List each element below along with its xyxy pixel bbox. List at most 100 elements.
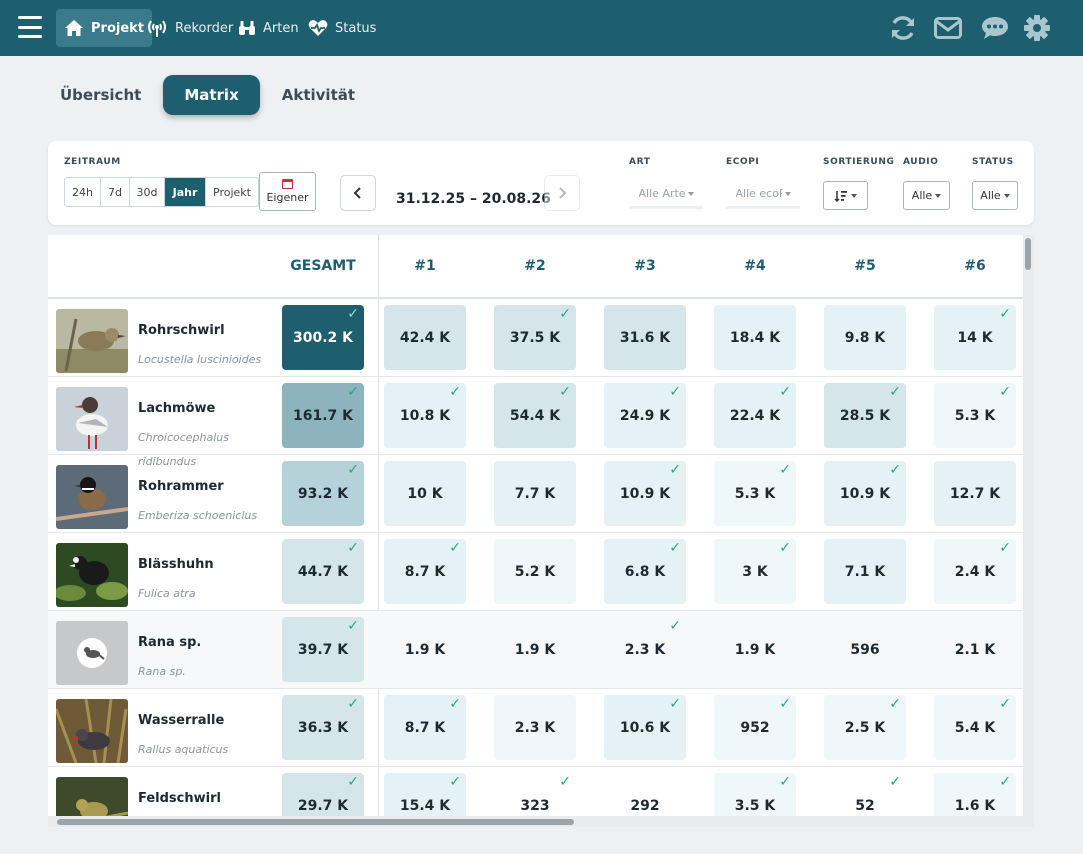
species-name[interactable]: Blässhuhn	[138, 557, 214, 572]
custom-range-button[interactable]: Eigener	[259, 172, 316, 211]
species-name[interactable]: Rana sp.	[138, 635, 202, 650]
species-thumbnail[interactable]	[56, 699, 128, 763]
audio-dropdown[interactable]: Alle	[903, 181, 950, 210]
species-thumbnail[interactable]	[56, 387, 128, 451]
caret-down-icon	[784, 191, 791, 196]
range-projekt-button[interactable]: Projekt	[213, 185, 251, 199]
total-cell[interactable]: 300.2 K ✓	[282, 305, 364, 370]
matrix-cell[interactable]: 5.2 K	[494, 539, 576, 604]
total-cell[interactable]: 39.7 K ✓	[282, 617, 364, 682]
horizontal-scrollbar-thumb[interactable]	[57, 819, 574, 825]
species-name[interactable]: Feldschwirl	[138, 791, 221, 806]
species-name[interactable]: Wasserralle	[138, 713, 225, 728]
matrix-cell[interactable]: 14 K ✓	[934, 305, 1016, 370]
matrix-cell[interactable]: 12.7 K	[934, 461, 1016, 526]
column-header-4[interactable]: #4	[744, 258, 766, 274]
matrix-cell[interactable]: 10 K	[384, 461, 466, 526]
matrix-cell[interactable]: 24.9 K ✓	[604, 383, 686, 448]
cell-value: 952	[740, 719, 770, 736]
matrix-cell[interactable]: 292	[604, 773, 686, 827]
cell-value: 3 K	[742, 563, 768, 580]
next-period-button[interactable]	[544, 175, 580, 211]
sort-dropdown[interactable]	[823, 181, 868, 210]
column-header-2[interactable]: #2	[524, 258, 546, 274]
column-header-6[interactable]: #6	[964, 258, 986, 274]
matrix-cell[interactable]: 952 ✓	[714, 695, 796, 760]
matrix-cell[interactable]: 1.9 K	[384, 617, 466, 682]
matrix-cell[interactable]: 10.9 K ✓	[824, 461, 906, 526]
matrix-cell[interactable]: 8.7 K ✓	[384, 695, 466, 760]
range-24h-button[interactable]: 24h	[65, 178, 101, 206]
species-thumbnail[interactable]	[56, 621, 128, 685]
gear-icon[interactable]	[1022, 13, 1052, 43]
matrix-cell[interactable]: 52 ✓	[824, 773, 906, 827]
gesamt-column-header[interactable]: GESAMT	[290, 258, 356, 274]
matrix-cell[interactable]: 54.4 K ✓	[494, 383, 576, 448]
matrix-cell[interactable]: 10.9 K ✓	[604, 461, 686, 526]
matrix-cell[interactable]: 2.3 K ✓	[604, 617, 686, 682]
total-cell[interactable]: 36.3 K ✓	[282, 695, 364, 760]
matrix-cell[interactable]: 22.4 K ✓	[714, 383, 796, 448]
species-name[interactable]: Rohrammer	[138, 479, 224, 494]
species-name[interactable]: Lachmöwe	[138, 401, 216, 416]
matrix-cell[interactable]: 10.6 K ✓	[604, 695, 686, 760]
matrix-cell[interactable]: 5.4 K ✓	[934, 695, 1016, 760]
matrix-cell[interactable]: 42.4 K	[384, 305, 466, 370]
mail-icon[interactable]	[933, 13, 963, 43]
matrix-cell[interactable]: 5.3 K ✓	[714, 461, 796, 526]
tab-aktivitaet[interactable]: Aktivität	[281, 86, 356, 104]
cell-value: 5.2 K	[514, 563, 556, 580]
range-30d-button[interactable]: 30d	[130, 178, 165, 206]
nav-projekt[interactable]: Projekt	[56, 9, 153, 47]
tab-uebersicht[interactable]: Übersicht	[60, 86, 142, 104]
matrix-cell[interactable]: 31.6 K	[604, 305, 686, 370]
total-cell[interactable]: 93.2 K ✓	[282, 461, 364, 526]
chat-icon[interactable]	[980, 13, 1010, 43]
species-thumbnail[interactable]	[56, 309, 128, 373]
matrix-cell[interactable]: 28.5 K ✓	[824, 383, 906, 448]
nav-arten[interactable]: Arten	[230, 9, 307, 47]
horizontal-scrollbar[interactable]	[48, 816, 1034, 827]
matrix-cell[interactable]: 3 K ✓	[714, 539, 796, 604]
matrix-cell[interactable]: 2.5 K ✓	[824, 695, 906, 760]
nav-rekorder[interactable]: Rekorder	[138, 9, 241, 47]
vertical-scrollbar-thumb[interactable]	[1025, 238, 1031, 270]
column-header-3[interactable]: #3	[634, 258, 656, 274]
matrix-cell[interactable]: 7.7 K	[494, 461, 576, 526]
sort-icon	[834, 190, 847, 202]
matrix-cell[interactable]: 37.5 K ✓	[494, 305, 576, 370]
status-dropdown[interactable]: Alle	[972, 181, 1018, 210]
matrix-cell[interactable]: 1.9 K	[494, 617, 576, 682]
refresh-icon[interactable]	[888, 13, 918, 43]
species-thumbnail[interactable]	[56, 543, 128, 607]
tab-matrix[interactable]: Matrix	[163, 75, 260, 115]
vertical-scrollbar[interactable]	[1023, 235, 1034, 816]
matrix-cell[interactable]: 323 ✓	[494, 773, 576, 827]
range-jahr-button[interactable]: Jahr	[165, 178, 206, 206]
matrix-cell[interactable]: 596	[824, 617, 906, 682]
prev-period-button[interactable]	[340, 175, 376, 211]
matrix-cell[interactable]: 18.4 K	[714, 305, 796, 370]
matrix-cell[interactable]: 6.8 K ✓	[604, 539, 686, 604]
cell-value: 18.4 K	[729, 329, 781, 346]
matrix-cell[interactable]: 8.7 K ✓	[384, 539, 466, 604]
species-thumbnail[interactable]	[56, 465, 128, 529]
species-name[interactable]: Rohrschwirl	[138, 323, 225, 338]
column-header-5[interactable]: #5	[854, 258, 876, 274]
matrix-cell[interactable]: 10.8 K ✓	[384, 383, 466, 448]
total-cell[interactable]: 161.7 K ✓	[282, 383, 364, 448]
column-header-1[interactable]: #1	[414, 258, 436, 274]
ecopi-select[interactable]: Alle ecoPi	[726, 181, 800, 209]
matrix-cell[interactable]: 7.1 K	[824, 539, 906, 604]
matrix-cell[interactable]: 2.4 K ✓	[934, 539, 1016, 604]
nav-status[interactable]: Status	[300, 9, 384, 47]
matrix-cell[interactable]: 2.1 K	[934, 617, 1016, 682]
matrix-cell[interactable]: 2.3 K	[494, 695, 576, 760]
total-cell[interactable]: 44.7 K ✓	[282, 539, 364, 604]
hamburger-menu-icon[interactable]	[18, 16, 42, 38]
matrix-cell[interactable]: 5.3 K ✓	[934, 383, 1016, 448]
matrix-cell[interactable]: 1.9 K	[714, 617, 796, 682]
range-7d-button[interactable]: 7d	[101, 178, 130, 206]
matrix-cell[interactable]: 9.8 K	[824, 305, 906, 370]
art-select[interactable]: Alle Arten	[629, 181, 703, 209]
